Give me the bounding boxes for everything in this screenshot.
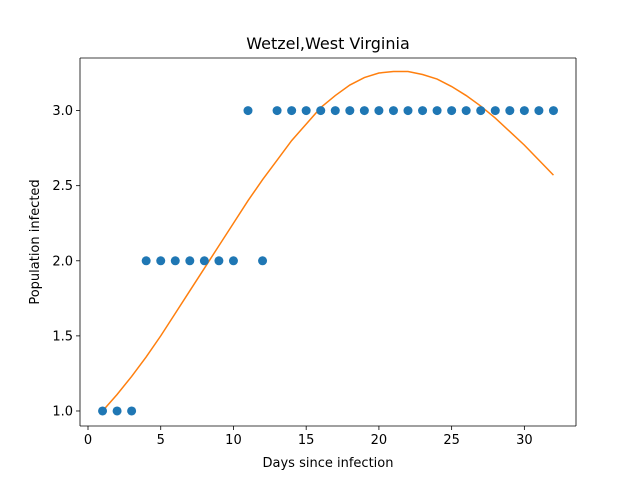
- x-tick-label: 15: [298, 433, 315, 448]
- x-ticks: 0 5 10 15 20 25 30: [84, 426, 533, 448]
- x-tick-label: 30: [516, 433, 533, 448]
- chart-title: Wetzel,West Virginia: [246, 34, 410, 53]
- data-point: [548, 106, 558, 116]
- y-tick-label: 2.0: [52, 254, 73, 269]
- data-point: [359, 106, 369, 116]
- data-point: [534, 106, 544, 116]
- data-point: [330, 106, 340, 116]
- data-point: [403, 106, 413, 116]
- y-tick-label: 3.0: [52, 104, 73, 119]
- y-tick-label: 2.5: [52, 179, 73, 194]
- y-axis-label: Population infected: [28, 179, 43, 304]
- data-point: [490, 106, 500, 116]
- x-tick-label: 10: [225, 433, 242, 448]
- plot-area: [80, 58, 576, 426]
- data-point: [388, 106, 398, 116]
- data-point: [272, 106, 282, 116]
- data-point: [301, 106, 311, 116]
- data-point: [228, 256, 238, 266]
- data-point: [170, 256, 180, 266]
- data-point: [141, 256, 151, 266]
- data-point: [98, 406, 108, 416]
- fit-line-layer: [101, 70, 554, 412]
- data-point: [185, 256, 195, 266]
- data-point: [156, 256, 166, 266]
- data-points-layer: [98, 106, 558, 416]
- axes: [79, 57, 577, 427]
- fit-line: [101, 70, 554, 412]
- data-point: [287, 106, 297, 116]
- data-point: [432, 106, 442, 116]
- y-ticks: 1.0 1.5 2.0 2.5 3.0: [52, 104, 80, 419]
- x-axis-label: Days since infection: [263, 456, 394, 471]
- data-point: [374, 106, 384, 116]
- data-point: [418, 106, 428, 116]
- data-point: [258, 256, 268, 266]
- data-point: [214, 256, 224, 266]
- data-point: [476, 106, 486, 116]
- data-point: [112, 406, 122, 416]
- x-tick-label: 20: [371, 433, 388, 448]
- data-point: [243, 106, 253, 116]
- data-point: [519, 106, 529, 116]
- data-point: [316, 106, 326, 116]
- x-tick-label: 0: [84, 433, 92, 448]
- y-tick-label: 1.5: [52, 329, 73, 344]
- data-point: [127, 406, 137, 416]
- data-point: [199, 256, 209, 266]
- data-point: [345, 106, 355, 116]
- x-tick-label: 5: [157, 433, 165, 448]
- y-tick-label: 1.0: [52, 404, 73, 419]
- data-point: [461, 106, 471, 116]
- data-point: [505, 106, 515, 116]
- x-tick-label: 25: [443, 433, 460, 448]
- data-point: [447, 106, 457, 116]
